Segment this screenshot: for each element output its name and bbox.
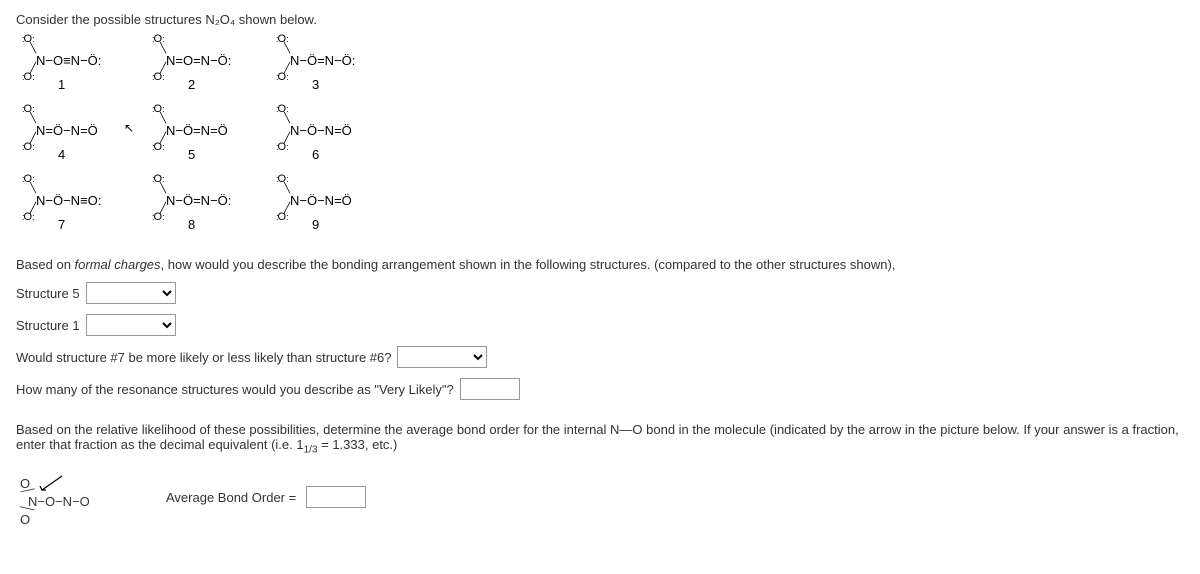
- structure-formula: N=Ö−N=Ö: [36, 123, 98, 138]
- bond-intro-text: Based on the relative likelihood of thes…: [16, 422, 1184, 456]
- lone-pair-o-bot: :O:: [276, 71, 288, 83]
- structure-number: 1: [58, 77, 65, 92]
- q-7-vs-6-select[interactable]: [397, 346, 487, 368]
- structure-formula: N−Ö−N=Ö: [290, 193, 352, 208]
- question-block: Based on formal charges, how would you d…: [16, 257, 1184, 400]
- q-7-vs-6-label: Would structure #7 be more likely or les…: [16, 350, 391, 365]
- bond-main-chain: N−O−N−O: [28, 494, 90, 509]
- structure-5-label: Structure 5: [16, 286, 80, 301]
- lone-pair-o-bot: :O:: [22, 71, 34, 83]
- avg-bond-order-input[interactable]: [306, 486, 366, 508]
- avg-bond-order-label: Average Bond Order =: [166, 490, 296, 505]
- lone-pair-o-bot: :O:: [276, 211, 288, 223]
- structure-formula: N−Ö=N−Ö:: [290, 53, 355, 68]
- structure-1-select[interactable]: [86, 314, 176, 336]
- q-very-likely-label: How many of the resonance structures wou…: [16, 382, 454, 397]
- structure-formula: N−Ö=N=Ö: [166, 123, 228, 138]
- lone-pair-o-bot: :O:: [22, 141, 34, 153]
- bond-diagram: O N−O−N−O O ╱ ╲: [16, 474, 126, 529]
- q-very-likely-input[interactable]: [460, 378, 520, 400]
- formal-charges-prompt: Based on formal charges, how would you d…: [16, 257, 1184, 272]
- structure-number: 8: [188, 217, 195, 232]
- lone-pair-o-bot: :O:: [276, 141, 288, 153]
- structure-5-select[interactable]: [86, 282, 176, 304]
- structure-number: 2: [188, 77, 195, 92]
- intro-text: Consider the possible structures N₂O₄ sh…: [16, 12, 1184, 27]
- lone-pair-o-bot: :O:: [152, 71, 164, 83]
- structure-formula: N−Ö−N≡O:: [36, 193, 101, 208]
- structure-formula: N−Ö=N−Ö:: [166, 193, 231, 208]
- structure-formula: N=O=N−Ö:: [166, 53, 231, 68]
- structure-1-label: Structure 1: [16, 318, 80, 333]
- structure-number: 4: [58, 147, 65, 162]
- lone-pair-o-bot: :O:: [152, 141, 164, 153]
- structure-number: 6: [312, 147, 319, 162]
- lone-pair-o-bot: :O:: [152, 211, 164, 223]
- structure-number: 5: [188, 147, 195, 162]
- structure-formula: N−Ö−N=Ö: [290, 123, 352, 138]
- structure-number: 7: [58, 217, 65, 232]
- lone-pair-o-bot: :O:: [22, 211, 34, 223]
- structure-number: 3: [312, 77, 319, 92]
- arrow-icon: [38, 474, 68, 494]
- structure-number: 9: [312, 217, 319, 232]
- lewis-structures-grid: ↖ :O:╲N−O≡N−Ö:╱:O:1:O:╲N=O=N−Ö:╱:O:2:O:╲…: [16, 37, 356, 237]
- structure-formula: N−O≡N−Ö:: [36, 53, 101, 68]
- cursor-icon: ↖: [124, 121, 134, 135]
- bond-order-block: Based on the relative likelihood of thes…: [16, 422, 1184, 532]
